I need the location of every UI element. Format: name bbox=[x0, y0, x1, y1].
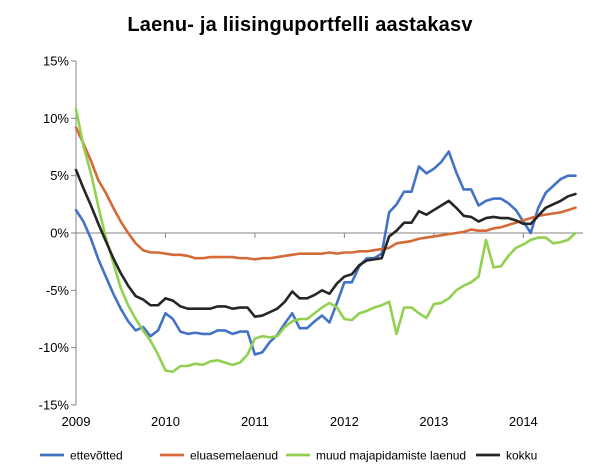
y-tick-label: 0% bbox=[50, 226, 69, 241]
x-tick-label: 2010 bbox=[151, 414, 180, 429]
legend-label: muud majapidamiste laenud bbox=[316, 449, 466, 463]
legend-label: kokku bbox=[506, 449, 537, 463]
x-tick-label: 2014 bbox=[509, 414, 538, 429]
y-tick-label: 10% bbox=[43, 111, 69, 126]
legend-label: eluasemelaenud bbox=[190, 449, 278, 463]
y-tick-label: 15% bbox=[43, 54, 69, 69]
series-lines bbox=[74, 107, 577, 374]
x-tick-label: 2012 bbox=[330, 414, 359, 429]
series-line bbox=[74, 126, 577, 261]
y-tick-label: 5% bbox=[50, 168, 69, 183]
series-line bbox=[74, 168, 577, 319]
series-line bbox=[74, 150, 577, 356]
chart-title: Laenu- ja liisinguportfelli aastakasv bbox=[127, 14, 473, 36]
legend: ettevõtted eluasemelaenud muud majapidamis… bbox=[40, 449, 537, 463]
x-axis-ticks: 2009 2010 2011 2012 2013 2014 bbox=[62, 233, 538, 429]
x-tick-label: 2013 bbox=[419, 414, 448, 429]
x-tick-label: 2011 bbox=[241, 414, 269, 429]
y-axis-ticks: -15% -10% -5% 0% 5% 10% 15% bbox=[39, 54, 76, 413]
series-line bbox=[74, 107, 577, 374]
y-tick-label: -10% bbox=[39, 340, 70, 355]
axes bbox=[75, 61, 583, 405]
y-tick-label: -15% bbox=[39, 398, 70, 413]
x-tick-label: 2009 bbox=[62, 414, 91, 429]
y-tick-label: -5% bbox=[46, 283, 70, 298]
legend-label: ettevõtted bbox=[70, 449, 123, 463]
